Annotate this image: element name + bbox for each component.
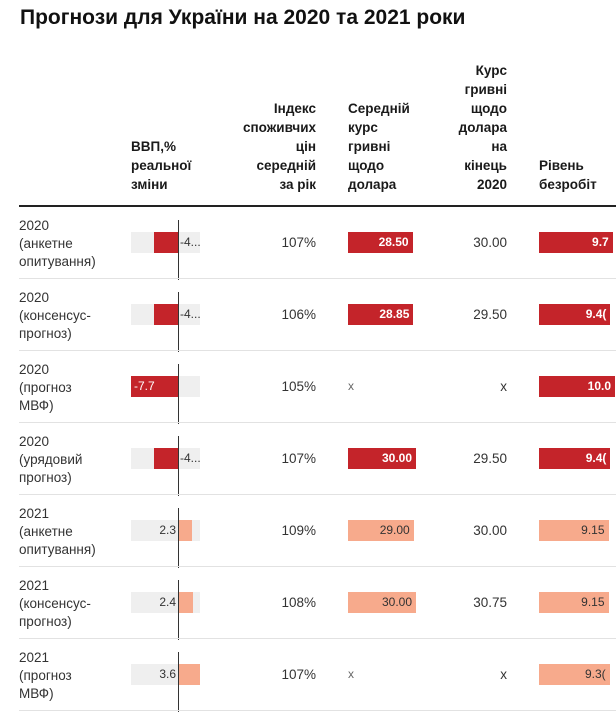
row-label: 2021 (прогноз МВФ)	[19, 650, 72, 701]
table-row: 2021 (консенсус- прогноз) 2.4 108% 30.00 30.…	[19, 567, 616, 640]
avg-rate-value: 29.00	[379, 523, 410, 537]
header-gdp: ВВП,% реальної зміни	[131, 139, 192, 192]
unemployment-bar: 9.7	[539, 232, 613, 253]
end-rate-value: x	[500, 379, 507, 394]
gdp-bar	[153, 304, 178, 325]
cpi-value: 109%	[281, 523, 316, 538]
gdp-value: -7.7	[134, 379, 155, 393]
gdp-cell: -4...	[131, 220, 201, 280]
row-divider	[19, 566, 616, 567]
end-rate-value: 30.00	[473, 523, 507, 538]
gdp-zero-line	[178, 508, 179, 568]
gdp-cell: 2.3	[131, 508, 200, 568]
header-unemployment: Рівень безробіт	[539, 158, 597, 192]
avg-rate-value: x	[348, 667, 354, 681]
row-divider	[19, 638, 616, 639]
gdp-bar	[153, 232, 178, 253]
end-rate-value: 30.75	[473, 595, 507, 610]
gdp-bar	[178, 592, 193, 613]
row-divider	[19, 278, 616, 279]
cpi-value: 107%	[281, 451, 316, 466]
end-rate-value: 29.50	[473, 307, 507, 322]
row-label: 2021 (анкетне опитування)	[19, 506, 96, 557]
gdp-zero-line	[178, 364, 179, 424]
header-end-rate: Курс гривні щодо долара на кінець 2020	[458, 63, 507, 192]
cpi-value: 106%	[281, 307, 316, 322]
end-rate-value: 30.00	[473, 235, 507, 250]
gdp-zero-line	[178, 652, 179, 712]
row-label: 2020 (консенсус- прогноз)	[19, 290, 91, 341]
avg-rate-bar: 30.00	[348, 448, 416, 469]
avg-rate-bar: 28.85	[348, 304, 414, 325]
row-divider	[19, 710, 616, 711]
avg-rate-value: 30.00	[381, 595, 412, 609]
header-cpi: Індекс споживчих цін середній за рік	[242, 101, 316, 192]
page-title: Прогнози для України на 2020 та 2021 рок…	[20, 6, 466, 29]
gdp-bar	[131, 376, 179, 397]
unemployment-value: 10.0	[587, 379, 611, 393]
row-label: 2020 (анкетне опитування)	[19, 218, 96, 269]
table-row: 2021 (анкетне опитування) 2.3 109% 29.00 30.…	[19, 495, 616, 568]
gdp-value: -4...	[180, 451, 201, 465]
gdp-cell: 3.6	[131, 652, 200, 712]
gdp-value: -4...	[180, 307, 201, 321]
avg-rate-value: x	[348, 379, 354, 393]
gdp-cell: -4...	[131, 436, 201, 496]
gdp-value: -4...	[180, 235, 201, 249]
gdp-zero-line	[178, 220, 179, 280]
cpi-value: 105%	[281, 379, 316, 394]
header-divider	[19, 205, 616, 207]
cpi-value: 108%	[281, 595, 316, 610]
unemployment-bar: 9.3(	[539, 664, 610, 685]
avg-rate-bar: 28.50	[348, 232, 413, 253]
row-divider	[19, 422, 616, 423]
cpi-value: 107%	[281, 235, 316, 250]
gdp-value: 2.4	[159, 595, 177, 609]
unemployment-bar: 9.15	[539, 592, 609, 613]
gdp-zero-line	[178, 292, 179, 352]
unemployment-value: 9.7	[592, 235, 609, 249]
gdp-zero-line	[178, 580, 179, 640]
gdp-bar	[153, 448, 178, 469]
unemployment-value: 9.15	[581, 523, 605, 537]
unemployment-value: 9.4(	[585, 307, 607, 321]
row-divider	[19, 494, 616, 495]
gdp-bar	[178, 520, 193, 541]
unemployment-value: 9.4(	[585, 451, 607, 465]
cpi-value: 107%	[281, 667, 316, 682]
unemployment-bar: 9.4(	[539, 448, 611, 469]
avg-rate-bar: 29.00	[348, 520, 414, 541]
unemployment-value: 9.15	[581, 595, 605, 609]
gdp-zero-line	[178, 436, 179, 496]
gdp-value: 2.3	[159, 523, 177, 537]
row-label: 2020 (урядовий прогноз)	[19, 434, 83, 485]
unemployment-bar: 10.0	[539, 376, 615, 397]
table-row: 2021 (прогноз МВФ) 3.6 107% x x 9.3(	[19, 639, 616, 712]
avg-rate-value: 28.85	[379, 307, 410, 321]
gdp-value: 3.6	[159, 667, 177, 681]
table-row: 2020 (консенсус- прогноз) -4... 106% 28.85 2…	[19, 279, 616, 352]
row-label: 2021 (консенсус- прогноз)	[19, 578, 91, 629]
avg-rate-value: 30.00	[381, 451, 412, 465]
unemployment-bar: 9.15	[539, 520, 609, 541]
avg-rate-value: 28.50	[378, 235, 409, 249]
unemployment-value: 9.3(	[584, 667, 606, 681]
gdp-bar	[178, 664, 200, 685]
end-rate-value: 29.50	[473, 451, 507, 466]
row-label: 2020 (прогноз МВФ)	[19, 362, 72, 413]
gdp-cell: -4...	[131, 292, 201, 352]
table-row: 2020 (анкетне опитування) -4... 107% 28.50 3…	[19, 207, 616, 280]
gdp-cell: -7.7	[131, 364, 200, 424]
table-row: 2020 (прогноз МВФ) -7.7 105% x x 10.0	[19, 351, 616, 424]
row-divider	[19, 350, 616, 351]
table-row: 2020 (урядовий прогноз) -4... 107% 30.00 29.…	[19, 423, 616, 496]
header-avg-rate: Середній курс гривні щодо долара	[348, 101, 410, 192]
unemployment-bar: 9.4(	[539, 304, 611, 325]
gdp-cell: 2.4	[131, 580, 200, 640]
end-rate-value: x	[500, 667, 507, 682]
avg-rate-bar: 30.00	[348, 592, 416, 613]
